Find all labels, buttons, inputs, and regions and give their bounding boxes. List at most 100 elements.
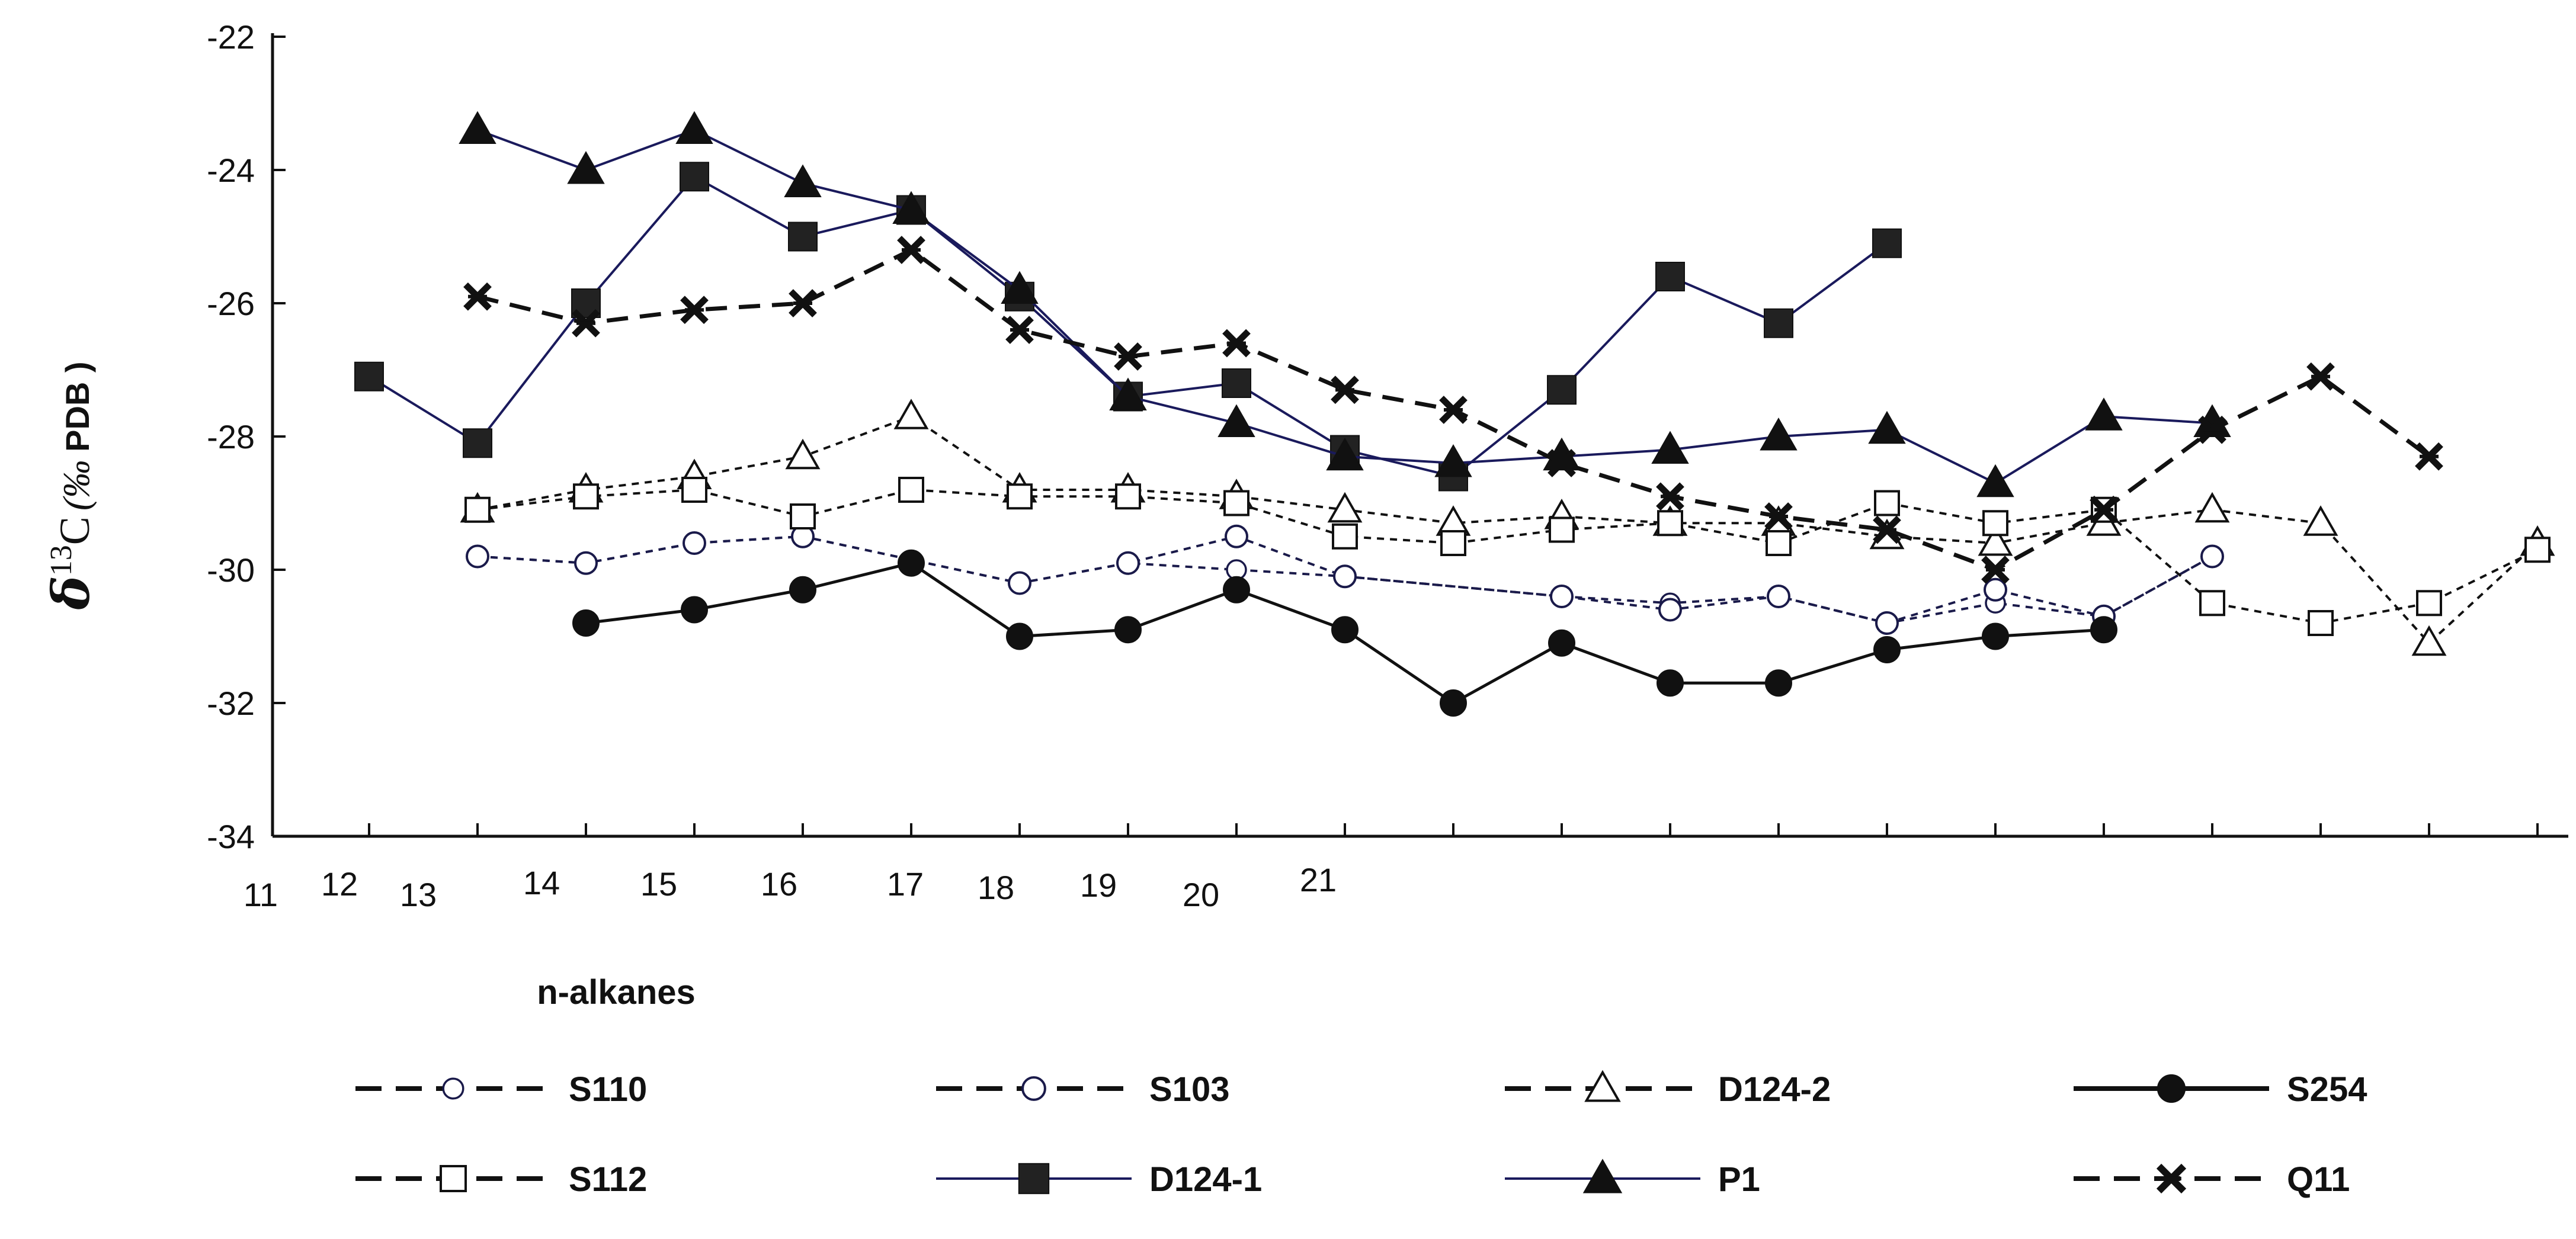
legend-item-s103: S103	[936, 1070, 1229, 1109]
data-point	[573, 483, 599, 510]
data-point	[1872, 228, 1902, 258]
legend: S110 S103 D124-2 S254 S112 D124-1 P1 Q11	[355, 1070, 2367, 1199]
data-point	[1223, 576, 1250, 604]
y-axis-label-unit: (‰	[55, 460, 97, 511]
data-point	[784, 164, 822, 197]
data-point	[1764, 502, 1793, 531]
legend-marker	[2157, 1074, 2186, 1103]
data-point	[2198, 415, 2226, 444]
y-tick-label: -26	[207, 285, 255, 322]
data-point	[1008, 571, 1031, 595]
x-tick-label: 20	[1183, 876, 1219, 913]
data-point	[1984, 577, 2007, 602]
y-tick-label: -22	[207, 18, 255, 56]
data-point	[1982, 622, 2009, 650]
legend-label: D124-1	[1149, 1160, 1262, 1199]
data-point	[1549, 516, 1575, 543]
legend-item-s254: S254	[2074, 1070, 2367, 1109]
data-point	[1440, 530, 1466, 556]
data-point	[1868, 410, 1906, 444]
legend-item-s110: S110	[355, 1070, 647, 1109]
data-point	[2199, 590, 2225, 617]
svg-text:δ13C(‰PDB ): δ13C (‰ PDB )	[41, 361, 101, 610]
data-point	[1109, 377, 1147, 410]
legend-marker	[442, 1077, 464, 1100]
data-point	[1655, 262, 1685, 291]
data-point	[1981, 556, 2010, 584]
legend-item-p1: P1	[1505, 1158, 1760, 1199]
data-point	[788, 222, 818, 252]
data-point	[1657, 669, 1684, 697]
data-point	[1331, 375, 1359, 405]
legend-marker	[1021, 1076, 1046, 1101]
data-point	[675, 111, 713, 144]
data-point	[897, 236, 925, 264]
legend-label: S110	[569, 1070, 647, 1109]
data-point	[898, 477, 924, 503]
data-point	[1873, 515, 1901, 544]
y-tick-label: -28	[207, 418, 255, 455]
data-point	[1978, 525, 2013, 556]
data-point	[683, 531, 706, 555]
data-point	[2415, 442, 2443, 471]
data-point	[1764, 308, 1793, 338]
series-p1	[459, 111, 2231, 497]
data-point	[790, 503, 816, 529]
legend-label: D124-2	[1718, 1070, 1831, 1109]
data-point	[2090, 495, 2118, 524]
series-layer	[354, 111, 2555, 717]
series-s254	[572, 549, 2117, 717]
data-point	[1651, 431, 1689, 464]
data-point	[1114, 616, 1142, 644]
series-line	[477, 129, 2213, 485]
series-line	[368, 175, 1888, 478]
series-d124-2	[460, 399, 2555, 656]
y-tick-label: -30	[207, 551, 255, 589]
series-q11	[463, 236, 2443, 584]
legend-marker	[2156, 1163, 2187, 1194]
y-axis-label-reference: PDB )	[59, 361, 96, 451]
x-tick-label: 14	[523, 864, 560, 901]
data-point	[680, 296, 709, 325]
y-axis-label-superscript: 13	[44, 545, 78, 576]
y-axis-label: δ13C (‰ PDB )	[41, 361, 101, 610]
x-tick-label: 21	[1300, 861, 1337, 898]
data-point	[1875, 611, 1899, 635]
data-point	[789, 289, 817, 317]
data-point	[1550, 585, 1574, 608]
data-point	[463, 428, 492, 458]
legend-label: S112	[569, 1160, 647, 1199]
data-point	[1327, 492, 1363, 523]
legend-marker	[1582, 1158, 1623, 1193]
data-point	[2308, 610, 2334, 636]
data-point	[1874, 490, 1900, 516]
data-point	[1222, 329, 1251, 358]
data-point	[1656, 482, 1684, 511]
legend-item-d124-1: D124-1	[936, 1160, 1262, 1199]
data-point	[892, 191, 930, 224]
legend-item-s112: S112	[355, 1160, 647, 1199]
x-tick-label: 12	[321, 865, 358, 903]
legend-marker	[1584, 1070, 1621, 1102]
legend-item-q11: Q11	[2074, 1160, 2350, 1199]
data-point	[681, 477, 707, 503]
data-point	[464, 496, 491, 523]
x-axis-label: n-alkanes	[537, 973, 696, 1012]
data-point	[1331, 616, 1359, 644]
y-tick-label: -24	[207, 152, 255, 189]
data-point	[1326, 437, 1364, 471]
data-point	[1005, 316, 1034, 344]
data-point	[1982, 510, 2008, 537]
data-point	[1657, 510, 1683, 537]
x-tick-label: 19	[1080, 866, 1117, 904]
x-tick-label: 15	[640, 865, 677, 903]
y-axis-label-element: C	[51, 516, 98, 545]
data-point	[680, 162, 709, 192]
data-point	[2194, 492, 2230, 523]
series-line	[477, 415, 2539, 645]
data-point	[1767, 585, 1790, 608]
data-point	[1007, 483, 1033, 510]
data-point	[354, 361, 384, 391]
data-point	[1765, 669, 1792, 697]
